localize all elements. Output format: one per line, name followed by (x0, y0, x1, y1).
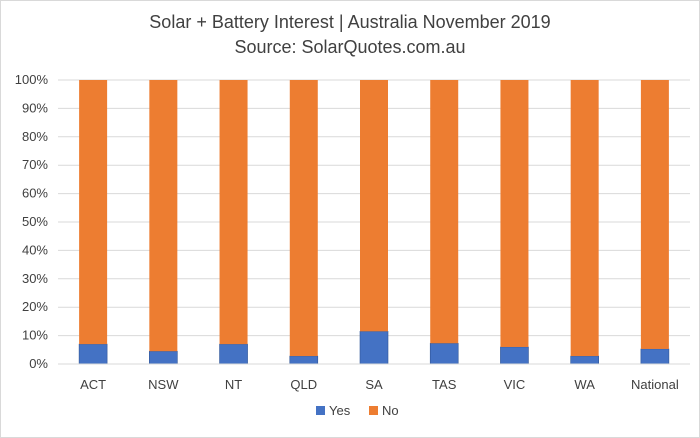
y-tick-label: 70% (22, 157, 48, 172)
bar-yes-national (640, 348, 670, 365)
y-tick-label: 60% (22, 186, 48, 201)
x-tick-label: National (631, 377, 679, 392)
x-tick-label: NT (225, 377, 242, 392)
bar-yes-nt (219, 343, 248, 365)
x-tick-label: NSW (148, 377, 179, 392)
bar-yes-wa (570, 355, 599, 365)
bar-yes-qld (289, 355, 319, 365)
bar-no-sa (360, 80, 388, 332)
legend-label-no: No (382, 403, 399, 418)
y-tick-label: 100% (15, 72, 49, 87)
legend-swatch-yes (316, 406, 325, 415)
y-axis: 0% 10% 20% 30% 40% 50% 60% 70% 80% 90% 100% (15, 72, 49, 371)
x-tick-label: SA (365, 377, 383, 392)
legend-swatch-no (369, 406, 378, 415)
bar-yes-sa (359, 331, 389, 365)
x-tick-label: TAS (432, 377, 457, 392)
x-tick-label: VIC (504, 377, 526, 392)
bar-yes-nsw (149, 350, 178, 365)
y-tick-label: 0% (29, 356, 48, 371)
x-tick-label: QLD (290, 377, 317, 392)
chart-subtitle: Source: SolarQuotes.com.au (234, 37, 465, 57)
y-tick-label: 80% (22, 129, 48, 144)
bar-no-vic (500, 80, 529, 347)
y-tick-label: 40% (22, 242, 48, 257)
bar-no-nt (219, 80, 248, 345)
legend: Yes No (316, 403, 399, 418)
y-tick-label: 90% (22, 100, 48, 115)
x-axis: ACT NSW NT QLD SA TAS VIC WA National (58, 363, 690, 392)
chart-title: Solar + Battery Interest | Australia Nov… (149, 12, 550, 32)
bar-no-nsw (149, 80, 178, 352)
x-tick-label: ACT (80, 377, 106, 392)
bar-no-tas (430, 80, 459, 344)
bar-no-national (640, 80, 669, 349)
bar-yes-tas (429, 342, 459, 365)
bar-no-act (79, 80, 108, 345)
x-tick-label: WA (574, 377, 595, 392)
bars (78, 80, 670, 365)
bar-yes-vic (500, 346, 529, 365)
y-tick-label: 30% (22, 271, 48, 286)
bar-no-wa (570, 80, 599, 357)
y-tick-label: 50% (22, 214, 48, 229)
bar-yes-act (78, 343, 108, 365)
y-tick-label: 10% (22, 328, 48, 343)
y-tick-label: 20% (22, 299, 48, 314)
legend-label-yes: Yes (329, 403, 351, 418)
bar-no-qld (289, 80, 318, 357)
